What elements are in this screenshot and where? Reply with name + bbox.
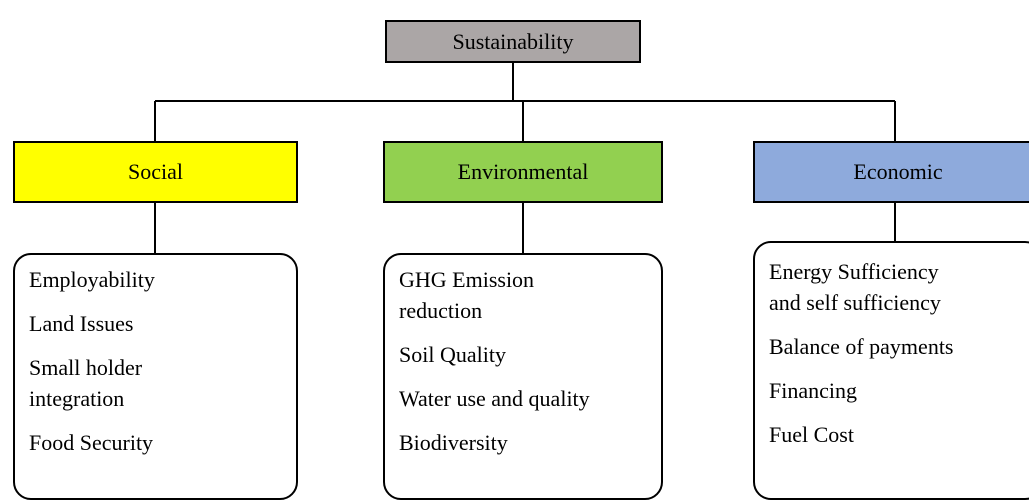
item-list: Energy Sufficiency and self sufficiency Ba… [753,241,1029,500]
connectors [154,63,896,253]
item-list: Employability Land Issues Small holder inte… [13,253,298,500]
list-item: Fuel Cost [769,422,854,447]
list-item: Energy Sufficiency [769,259,939,284]
category-node: Economic [753,141,1029,203]
list-item: Biodiversity [399,430,508,455]
list-item: reduction [399,298,483,323]
list-item: Small holder [29,355,143,380]
root-node: Sustainability [385,20,641,63]
list-item: and self sufficiency [769,290,941,315]
list-item: integration [29,386,125,411]
list-item: Balance of payments [769,334,954,359]
list-item: Financing [769,378,857,403]
list-item: GHG Emission [399,267,535,292]
category-node: Environmental [383,141,663,203]
list-item: Soil Quality [399,342,506,367]
list-item: Employability [29,267,155,292]
page: Sustainability Social Employability Land I… [13,20,1029,500]
list-item: Land Issues [29,311,134,336]
item-list: GHG Emission reduction Soil Quality Water u… [383,253,663,500]
list-item: Food Security [29,430,154,455]
list-item: Water use and quality [399,386,590,411]
category-node: Social [13,141,298,203]
